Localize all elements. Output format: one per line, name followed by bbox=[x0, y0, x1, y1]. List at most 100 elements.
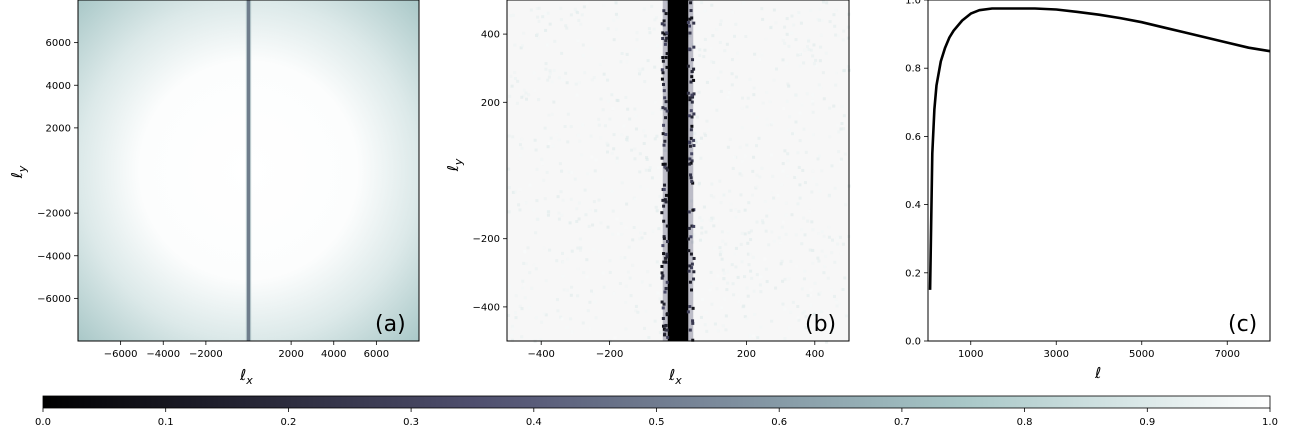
noise-speck bbox=[577, 18, 581, 22]
noise-speck bbox=[721, 239, 725, 243]
noise-speck bbox=[638, 70, 642, 74]
noise-speck bbox=[790, 213, 794, 217]
noise-speck bbox=[837, 130, 841, 134]
noise-speck bbox=[834, 33, 838, 37]
noise-speck bbox=[633, 157, 637, 161]
stripe-edge-speck bbox=[661, 162, 665, 166]
panel-c-x-ticks: 1000 3000 5000 7000 bbox=[958, 341, 1240, 360]
noise-speck bbox=[532, 263, 536, 267]
colorbar-ticks: 0.0 0.1 0.2 0.3 0.4 0.5 0.6 0.7 0.8 0.9 1.0 bbox=[35, 408, 1278, 428]
noise-speck bbox=[513, 43, 517, 47]
noise-speck bbox=[653, 137, 657, 141]
noise-speck bbox=[715, 108, 719, 112]
noise-speck bbox=[518, 143, 522, 147]
noise-speck bbox=[784, 232, 788, 236]
noise-speck bbox=[709, 270, 713, 274]
noise-speck bbox=[794, 233, 798, 237]
noise-speck bbox=[745, 316, 749, 320]
noise-speck bbox=[809, 48, 813, 52]
noise-speck bbox=[599, 97, 603, 101]
noise-speck bbox=[796, 53, 800, 57]
noise-speck bbox=[579, 22, 583, 26]
noise-speck bbox=[529, 8, 533, 12]
stripe-edge-speck bbox=[662, 302, 666, 306]
noise-speck bbox=[528, 183, 532, 187]
noise-speck bbox=[581, 43, 585, 47]
stripe-edge-speck bbox=[663, 290, 667, 294]
panel-c-label: (c) bbox=[1228, 312, 1257, 337]
noise-speck bbox=[579, 246, 583, 250]
noise-speck bbox=[818, 154, 822, 158]
noise-speck bbox=[514, 294, 518, 298]
noise-speck bbox=[642, 326, 646, 330]
noise-speck bbox=[837, 150, 841, 154]
noise-speck bbox=[752, 334, 756, 338]
noise-speck bbox=[624, 300, 628, 304]
noise-speck bbox=[734, 215, 738, 219]
noise-speck bbox=[575, 93, 579, 97]
panel-b: −400 −200 200 400 −400 −200 200 400 (b) ℓx ℓy bbox=[444, 0, 851, 387]
stripe-edge-speck bbox=[664, 39, 668, 43]
noise-speck bbox=[738, 169, 742, 173]
noise-speck bbox=[822, 271, 826, 275]
noise-speck bbox=[746, 96, 750, 100]
noise-speck bbox=[772, 8, 776, 12]
noise-speck bbox=[733, 252, 737, 256]
noise-speck bbox=[576, 11, 580, 15]
noise-speck bbox=[785, 99, 789, 103]
noise-speck bbox=[824, 51, 828, 55]
noise-speck bbox=[578, 237, 582, 241]
noise-speck bbox=[806, 327, 810, 331]
noise-speck bbox=[697, 27, 701, 31]
noise-speck bbox=[507, 284, 511, 288]
stripe-edge-speck bbox=[687, 47, 691, 51]
noise-speck bbox=[832, 104, 836, 108]
noise-speck bbox=[722, 271, 726, 275]
noise-speck bbox=[755, 273, 759, 277]
noise-speck bbox=[662, 169, 666, 173]
stripe-edge-speck bbox=[660, 156, 664, 160]
stripe-edge-speck bbox=[666, 312, 670, 316]
stripe-edge-speck bbox=[690, 159, 694, 163]
noise-speck bbox=[784, 213, 788, 217]
noise-speck bbox=[525, 97, 529, 101]
noise-speck bbox=[636, 310, 640, 314]
noise-speck bbox=[633, 147, 637, 151]
noise-speck bbox=[786, 82, 790, 86]
noise-speck bbox=[838, 235, 842, 239]
noise-speck bbox=[625, 135, 629, 139]
noise-speck bbox=[841, 288, 845, 292]
stripe-edge-speck bbox=[687, 269, 691, 273]
noise-speck bbox=[811, 110, 815, 114]
noise-speck bbox=[791, 300, 795, 304]
noise-speck bbox=[826, 276, 830, 280]
noise-speck bbox=[781, 302, 785, 306]
noise-speck bbox=[565, 26, 569, 30]
noise-speck bbox=[814, 58, 818, 62]
y-tick-label: −400 bbox=[473, 302, 500, 313]
noise-speck bbox=[722, 277, 726, 281]
noise-speck bbox=[783, 336, 787, 340]
noise-speck bbox=[704, 134, 708, 138]
noise-speck bbox=[740, 96, 744, 100]
y-tick-label: −200 bbox=[473, 234, 500, 245]
noise-speck bbox=[806, 294, 810, 298]
noise-speck bbox=[507, 134, 511, 138]
noise-speck bbox=[739, 242, 743, 246]
noise-speck bbox=[781, 220, 785, 224]
noise-speck bbox=[635, 31, 639, 35]
noise-speck bbox=[828, 20, 832, 24]
colorbar-tick-label: 0.4 bbox=[526, 417, 542, 428]
noise-speck bbox=[553, 39, 557, 43]
stripe-edge-speck bbox=[663, 183, 667, 187]
noise-speck bbox=[704, 230, 708, 234]
noise-speck bbox=[703, 48, 707, 52]
noise-speck bbox=[569, 293, 573, 297]
noise-speck bbox=[821, 0, 825, 4]
noise-speck bbox=[732, 155, 736, 159]
noise-speck bbox=[622, 124, 626, 128]
noise-speck bbox=[575, 207, 579, 211]
stripe-edge-speck bbox=[663, 32, 667, 36]
stripe-edge-speck bbox=[663, 96, 667, 100]
stripe-edge-speck bbox=[661, 132, 665, 136]
